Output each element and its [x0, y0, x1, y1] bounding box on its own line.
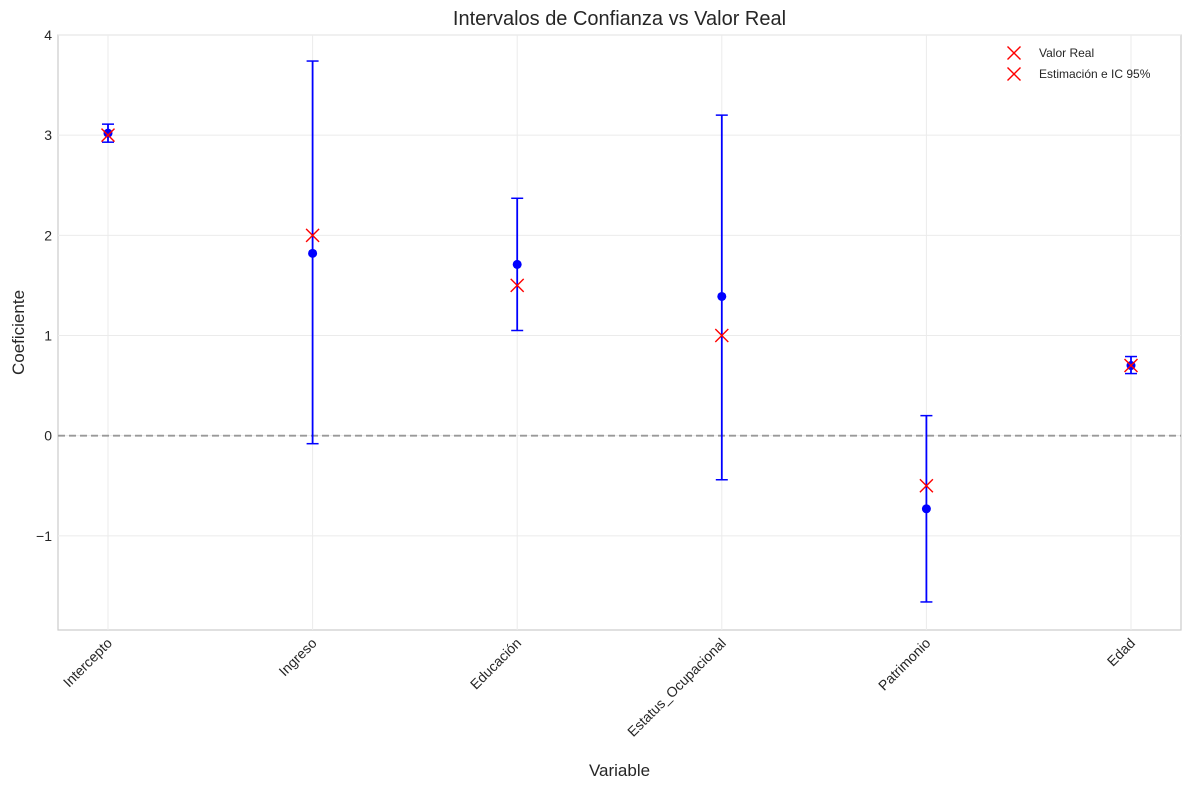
- y-tick-label: 2: [44, 227, 52, 243]
- legend-item: Estimación e IC 95%: [1007, 67, 1151, 81]
- marker-stroke: [919, 478, 934, 493]
- x-tick-label: Patrimonio: [875, 635, 934, 694]
- y-tick-label: −1: [36, 528, 52, 544]
- y-tick-label: 0: [44, 428, 52, 444]
- marker-stroke: [510, 278, 525, 293]
- estimate-point: [921, 504, 931, 514]
- legend-x-icon: [1007, 46, 1021, 60]
- y-tick-label: 1: [44, 328, 52, 344]
- marker-stroke: [1124, 358, 1138, 373]
- x-tick-label: Educación: [467, 635, 525, 693]
- marker-stroke: [714, 328, 729, 343]
- chart-title: Intervalos de Confianza vs Valor Real: [453, 8, 786, 30]
- legend-x-icon: [1007, 67, 1021, 81]
- legend: Valor Real Estimación e IC 95%: [1007, 46, 1151, 81]
- error-bars: [102, 60, 1137, 603]
- plot-area: [57, 34, 1182, 631]
- real-value-marker: [919, 478, 934, 493]
- x-tick-label: Edad: [1104, 635, 1138, 669]
- x-tick-label: Estatus_Ocupacional: [624, 635, 729, 740]
- y-tick-label: 3: [44, 127, 52, 143]
- marker-stroke: [305, 228, 320, 243]
- x-tick-label: Ingreso: [275, 635, 319, 679]
- x-tick-label: Intercepto: [60, 635, 115, 690]
- estimate-point: [308, 248, 318, 258]
- x-ticks: Intercepto Ingreso Educación Estatus_Ocupac…: [60, 635, 1138, 740]
- legend-item: Valor Real: [1007, 46, 1094, 60]
- y-axis-label: Coeficiente: [9, 290, 28, 375]
- real-value-marker: [101, 128, 115, 143]
- real-value-marker: [305, 228, 320, 243]
- estimate-point: [103, 128, 113, 138]
- real-value-marker: [510, 278, 525, 293]
- legend-label: Estimación e IC 95%: [1039, 67, 1151, 81]
- y-ticks: −1 0 1 2 3 4: [36, 27, 52, 544]
- real-value-marker: [1124, 358, 1138, 373]
- y-tick-label: 4: [44, 27, 52, 43]
- real-value-marker: [714, 328, 729, 343]
- estimate-point: [512, 259, 522, 269]
- marker-stroke: [101, 128, 115, 143]
- estimate-point: [717, 291, 727, 301]
- legend-label: Valor Real: [1039, 46, 1094, 60]
- real-value-markers: [101, 128, 1138, 493]
- x-axis-label: Variable: [589, 761, 650, 780]
